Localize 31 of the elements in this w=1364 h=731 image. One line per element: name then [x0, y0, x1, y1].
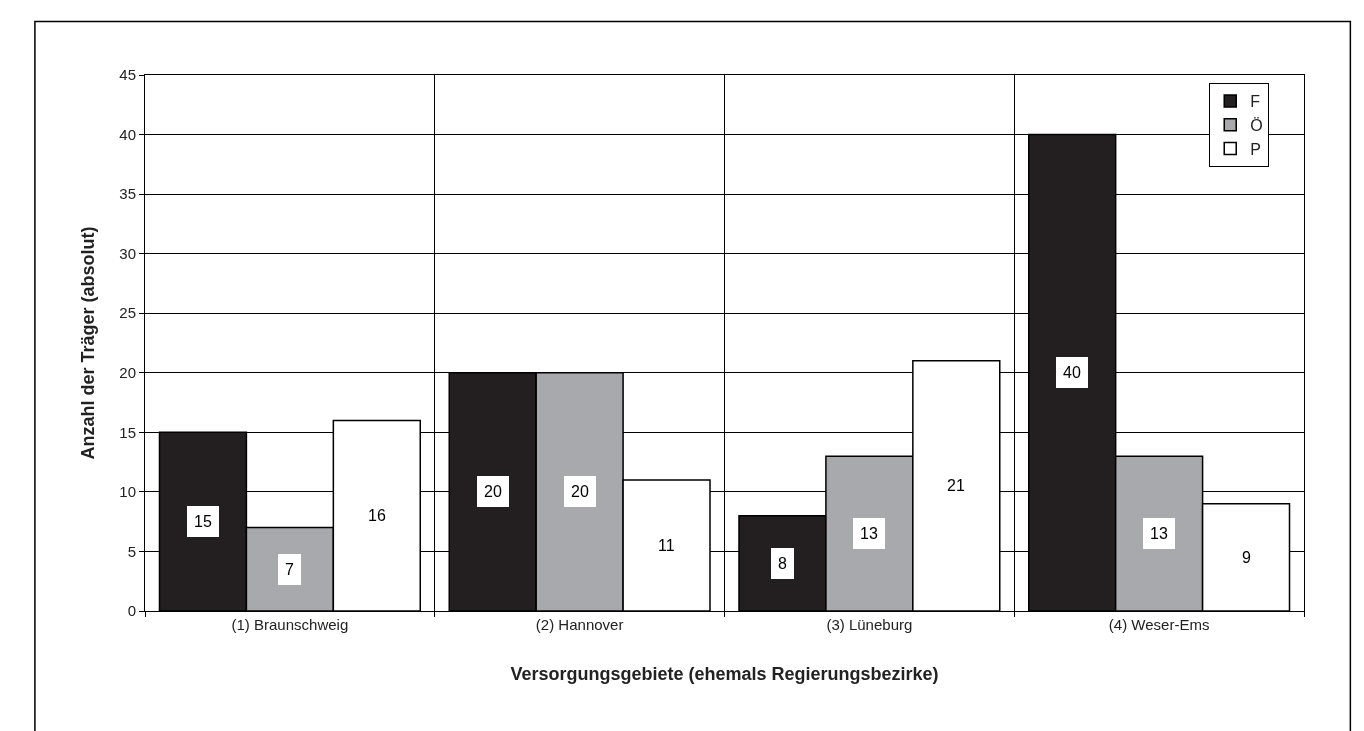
data-label: 13: [860, 525, 878, 542]
y-tick-label: 5: [127, 542, 136, 560]
data-label: 16: [368, 507, 386, 524]
x-tick-label: (3) Lüneburg: [826, 616, 913, 633]
y-axis-title: Anzahl der Träger (absolut): [77, 226, 98, 460]
data-label: 20: [484, 483, 502, 500]
y-tick-label: 45: [119, 66, 136, 84]
y-tick-label: 25: [119, 304, 136, 322]
data-label: 11: [658, 537, 675, 554]
legend-label: P: [1250, 140, 1261, 158]
legend-label: Ö: [1250, 116, 1263, 134]
data-label: 8: [778, 555, 787, 572]
legend-label: F: [1250, 93, 1261, 111]
data-label: 40: [1063, 364, 1081, 381]
data-label: 15: [194, 513, 212, 530]
data-label: 9: [1242, 549, 1251, 566]
y-tick-label: 0: [127, 602, 136, 620]
x-tick-label: (4) Weser-Ems: [1108, 616, 1210, 633]
x-tick-label: (1) Braunschweig: [231, 616, 349, 633]
x-tick-label: (2) Hannover: [535, 616, 624, 633]
data-label: 7: [285, 561, 294, 578]
y-tick-label: 40: [119, 125, 136, 143]
y-tick-label: 20: [119, 364, 136, 382]
y-tick-label: 35: [119, 185, 136, 203]
y-tick-label: 30: [119, 244, 136, 262]
data-label: 20: [571, 483, 589, 500]
x-axis-title: Versorgungsgebiete (ehemals Regierungsbezirke): [510, 664, 939, 685]
y-tick-label: 10: [119, 483, 136, 501]
y-tick-label: 15: [119, 423, 136, 441]
data-label: 21: [947, 477, 965, 494]
data-label: 13: [1150, 525, 1168, 542]
